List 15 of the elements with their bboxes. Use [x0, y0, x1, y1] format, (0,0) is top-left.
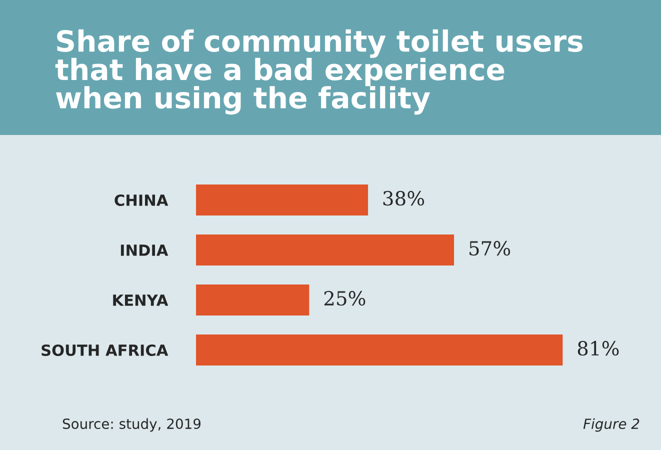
bar [196, 334, 563, 366]
y-tick-label: CHINA [114, 194, 168, 206]
caption: Figure 2 [583, 418, 640, 432]
data-label: 57% [470, 240, 510, 256]
data-label: 81% [578, 340, 619, 356]
bar [196, 184, 368, 216]
y-tick-label: SOUTH AFRICA [42, 344, 168, 356]
y-tick-label: KENYA [113, 294, 168, 306]
source-note: Source: study, 2019 [62, 418, 201, 432]
data-label: 38% [383, 190, 424, 206]
data-label: 25% [324, 290, 366, 306]
chart-title: Share of community toilet users that have a bad experience when using the facility [55, 29, 583, 115]
bar [196, 234, 454, 266]
bar [196, 284, 310, 316]
y-tick-label: INDIA [120, 244, 168, 256]
